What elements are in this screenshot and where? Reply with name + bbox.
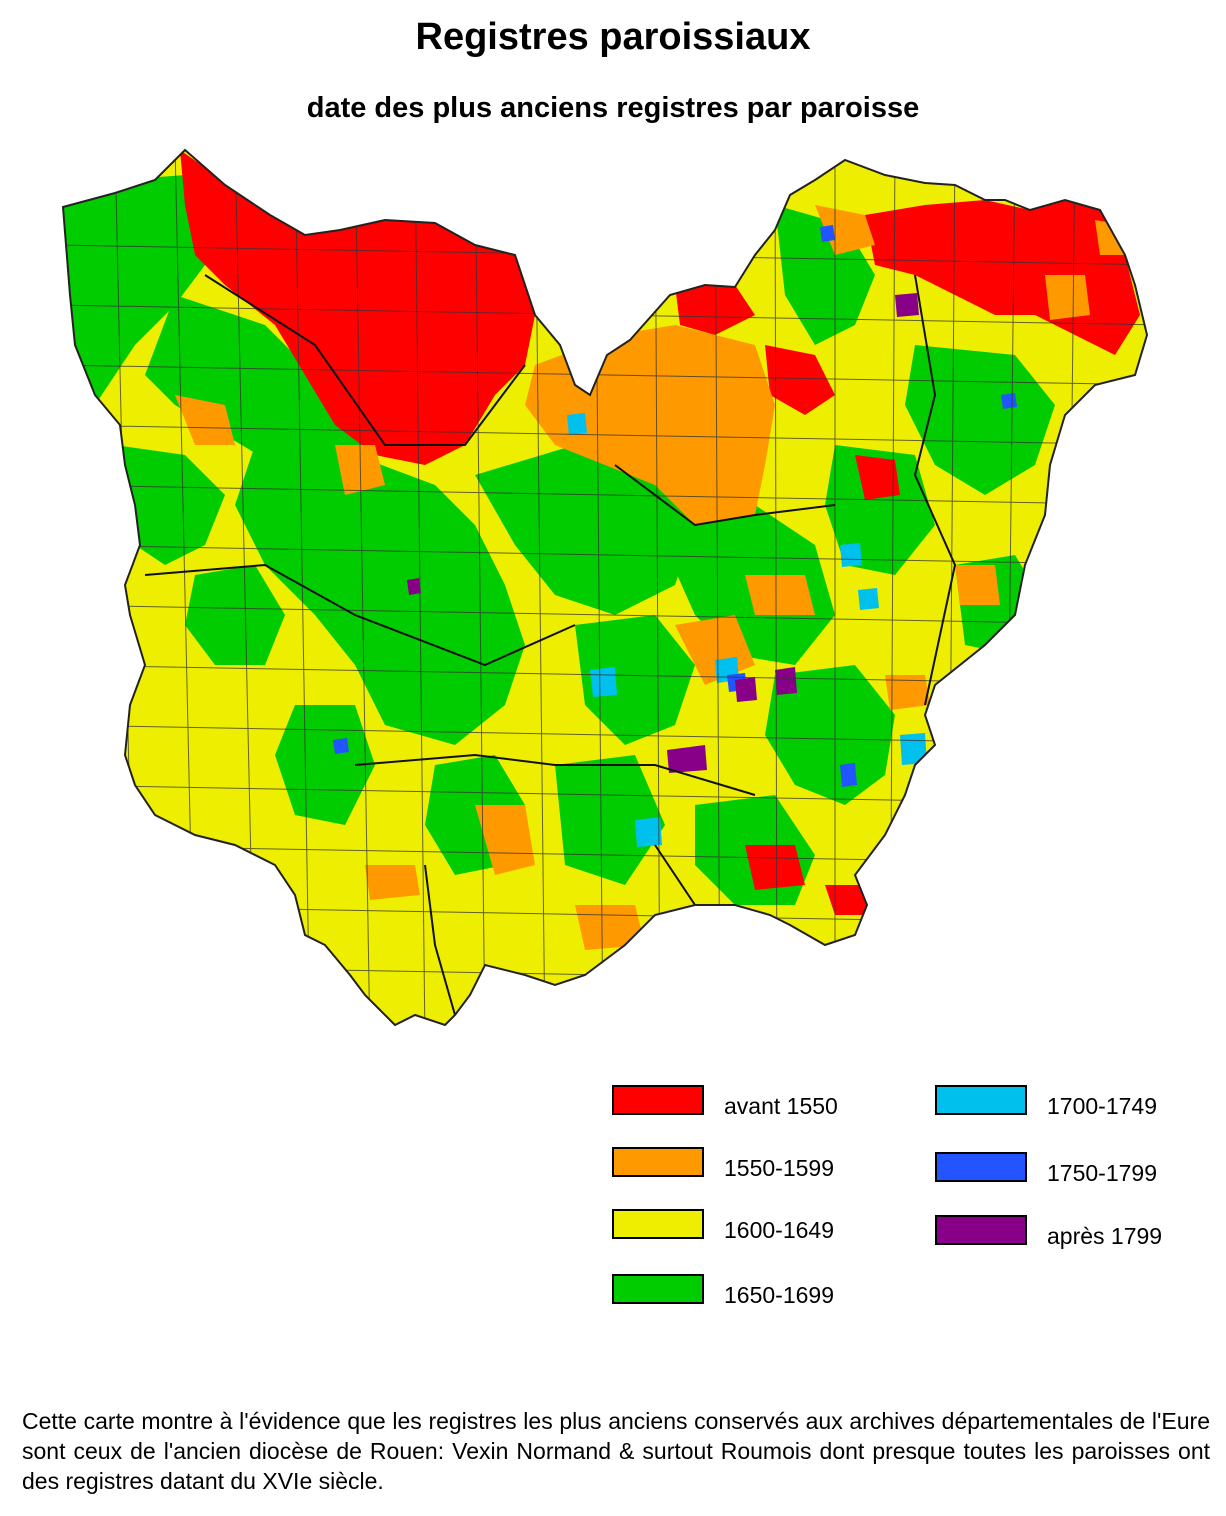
region-orange [955,565,1000,605]
legend-label: 1600-1649 [724,1217,834,1243]
region-orange [175,395,235,445]
legend-swatch-cyan [935,1085,1027,1115]
legend-swatch-purple [935,1215,1027,1245]
region-green [275,705,375,825]
region-cyan [635,817,662,847]
legend-swatch-red [612,1085,704,1115]
map-subtitle: date des plus anciens registres par paro… [306,92,920,124]
region-green [63,175,205,405]
region-blue [333,738,349,754]
legend-label: 1550-1599 [724,1155,834,1181]
region-green [185,565,285,665]
region-blue [1001,393,1017,409]
legend-label: avant 1550 [724,1093,838,1119]
region-cyan [858,588,879,610]
region-green [235,445,525,745]
region-blue [820,225,835,242]
legend-label: 1700-1749 [1047,1093,1157,1119]
region-orange [815,205,875,255]
eure-parish-map [55,145,1165,1045]
region-green [655,505,835,665]
region-green [765,665,895,805]
legend-swatch-yellow [612,1209,704,1239]
region-orange [1045,275,1090,320]
map-title: Registres paroissiaux [415,16,811,58]
caption-text: Cette carte montre à l'évidence que les … [22,1408,1210,1494]
region-cyan [840,543,862,567]
region-blue [840,763,857,787]
map-svg [62,149,1148,1026]
region-green [555,755,665,885]
legend-swatch-blue [935,1152,1027,1182]
legend-swatch-orange [612,1147,704,1177]
region-orange [365,865,420,900]
legend-label: 1750-1799 [1047,1160,1157,1186]
region-red [745,845,805,890]
region-purple [895,293,919,317]
legend-label: 1650-1699 [724,1282,834,1308]
legend-swatch-green [612,1274,704,1304]
region-orange [575,905,645,950]
canton-boundaries [144,274,957,1016]
region-green [115,445,225,565]
region-orange [475,805,535,875]
region-red [765,345,835,415]
region-red [675,285,755,335]
legend-label: après 1799 [1047,1223,1163,1249]
region-purple [407,578,421,595]
region-green [475,445,695,615]
region-green [575,615,695,745]
legend: avant 1550 1550-1599 1600-1649 1650-1699… [612,1085,1212,1325]
region-purple [735,677,757,702]
region-cyan [590,667,617,697]
region-red [855,455,900,500]
region-orange [745,575,815,615]
region-purple [667,745,707,773]
map-regions [63,150,1147,1025]
region-orange [615,335,715,375]
region-cyan [900,733,927,765]
region-orange [1095,220,1130,255]
region-cyan [567,413,587,435]
region-orange [885,675,930,710]
region-green [825,445,935,575]
region-purple [775,667,797,695]
